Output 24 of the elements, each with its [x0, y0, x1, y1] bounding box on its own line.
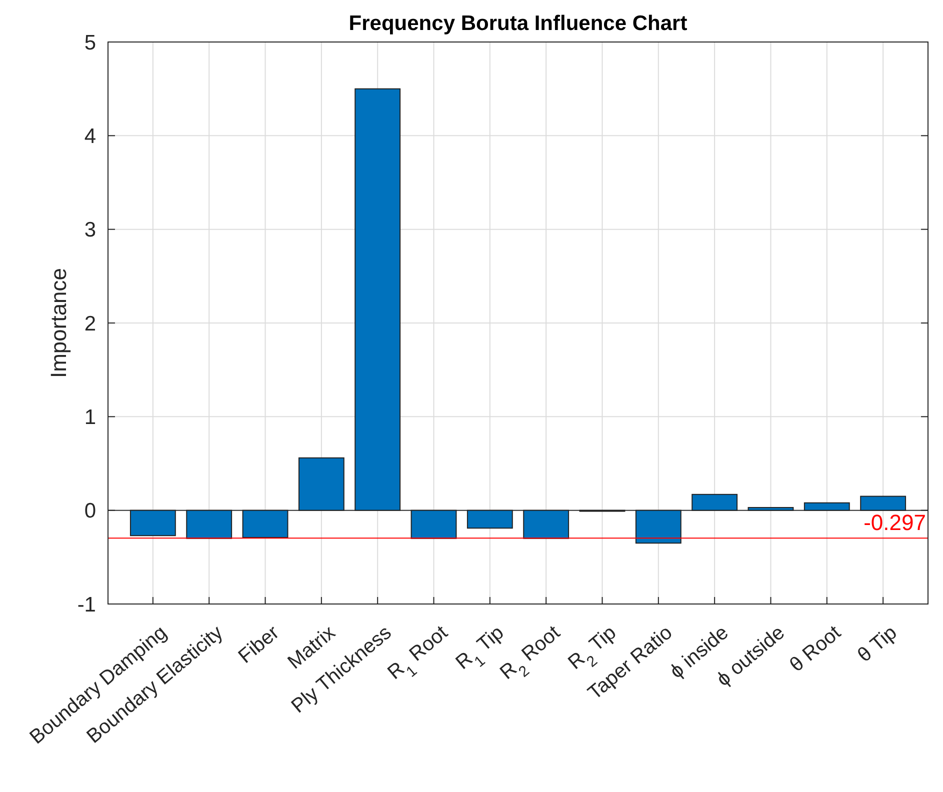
bar	[523, 510, 570, 539]
bar	[410, 510, 457, 539]
y-tick-label: 1	[84, 406, 96, 430]
bar	[748, 507, 794, 511]
bar	[466, 510, 513, 529]
y-tick-label: 3	[84, 218, 96, 242]
bar	[860, 496, 906, 511]
bar	[130, 510, 176, 536]
x-tick-label: θ Tip	[854, 622, 902, 667]
bar	[354, 88, 401, 511]
chart-title: Frequency Boruta Influence Chart	[348, 12, 688, 35]
y-axis-title: Importance	[46, 268, 71, 378]
y-tick-label: 2	[84, 312, 96, 336]
y-tick-label: -1	[77, 593, 96, 616]
bar	[692, 494, 738, 511]
y-tick-label: 0	[84, 500, 96, 523]
bar	[298, 457, 344, 511]
y-tick-label: 4	[84, 125, 96, 148]
bar	[635, 510, 682, 544]
bar	[186, 510, 232, 539]
y-tick-label: 5	[84, 31, 96, 54]
bar	[242, 510, 288, 538]
ref-line-label: -0.297	[864, 510, 926, 536]
bar	[804, 502, 850, 511]
